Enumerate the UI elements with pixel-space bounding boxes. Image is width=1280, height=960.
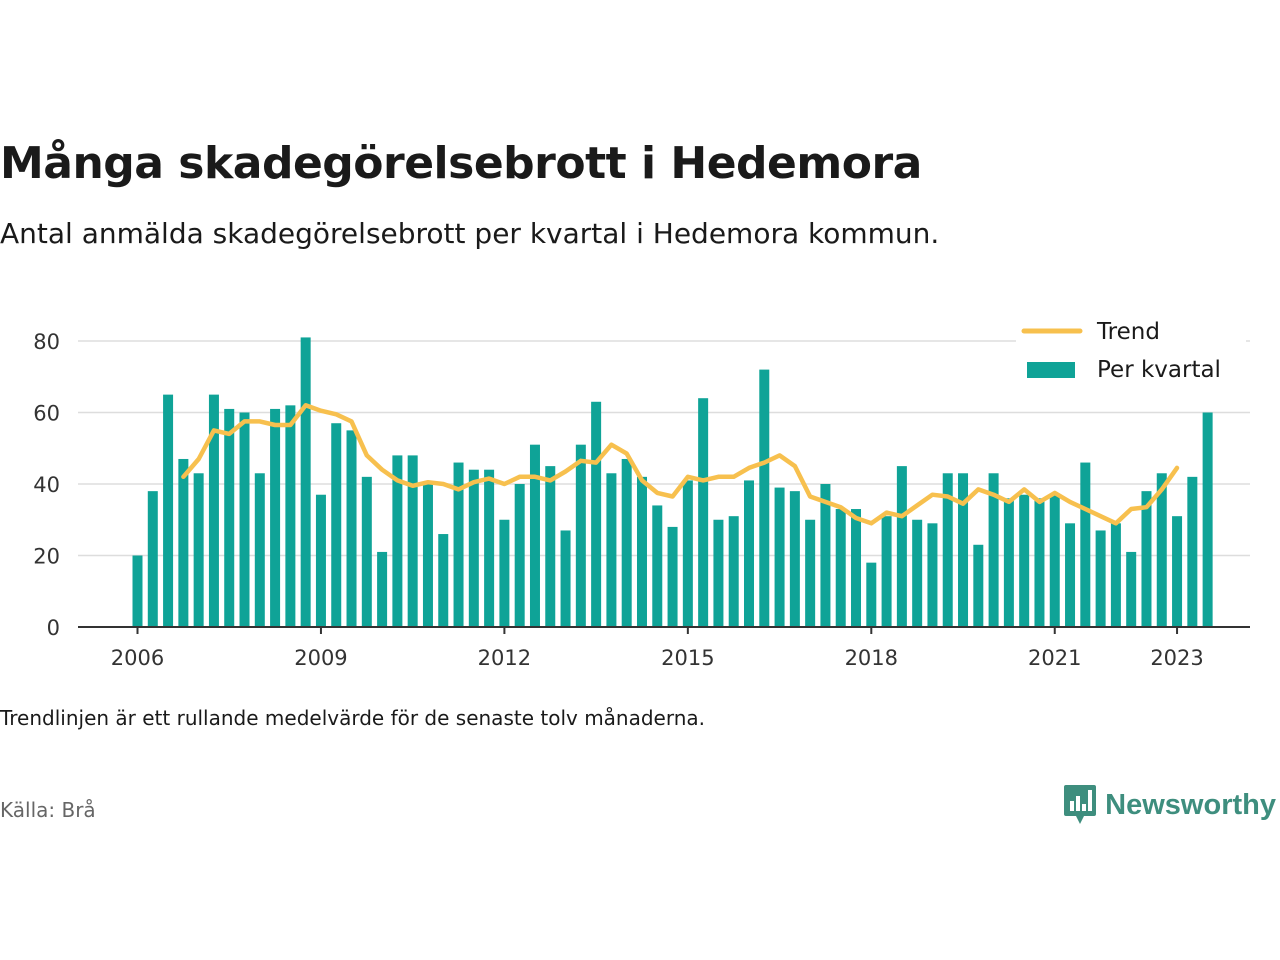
bar <box>744 480 754 627</box>
bar <box>942 473 953 627</box>
bar <box>591 401 602 627</box>
bar <box>331 423 342 627</box>
bar-series <box>132 337 1213 627</box>
bar <box>132 555 143 627</box>
chart-area: 0 20 40 60 80 2006 2009 2012 2015 2018 2021 2023 T… <box>33 316 1250 670</box>
x-tick-label: 2018 <box>845 646 898 670</box>
x-tick-label: 2023 <box>1150 646 1203 670</box>
chart-subtitle: Antal anmälda skadegörelsebrott per kvar… <box>0 217 940 250</box>
bar <box>667 526 678 627</box>
x-tick-label: 2006 <box>111 646 164 670</box>
bar <box>713 519 724 627</box>
bar <box>988 473 999 627</box>
bar <box>560 530 571 627</box>
trend-line <box>181 403 1180 526</box>
bar <box>1003 498 1014 627</box>
bar <box>1049 494 1060 627</box>
bar <box>422 484 433 627</box>
x-tick-label: 2021 <box>1028 646 1081 670</box>
bar <box>912 519 923 627</box>
bar <box>820 484 831 627</box>
bar <box>193 473 204 627</box>
bar <box>285 405 296 627</box>
legend: Trend Per kvartal <box>1016 316 1246 398</box>
y-tick-label: 80 <box>33 330 60 354</box>
bar <box>774 487 785 627</box>
bar <box>346 430 357 627</box>
legend-bar-swatch <box>1027 362 1075 378</box>
bar <box>377 551 388 627</box>
bar <box>545 466 556 627</box>
bar <box>866 562 877 627</box>
bar <box>392 455 403 627</box>
bar <box>728 516 739 627</box>
bar <box>698 398 709 627</box>
bar <box>973 544 984 627</box>
x-tick-label: 2015 <box>661 646 714 670</box>
bar <box>1156 473 1167 627</box>
bar <box>636 476 647 627</box>
bar <box>163 394 174 627</box>
bar <box>453 462 464 627</box>
bar <box>1095 530 1106 627</box>
legend-trend-label: Trend <box>1096 319 1160 345</box>
bar <box>1110 523 1121 627</box>
bar <box>881 516 892 627</box>
bar <box>499 519 510 627</box>
bar <box>851 509 862 627</box>
bar <box>239 412 250 627</box>
chart-title: Många skadegörelsebrott i Hedemora <box>0 138 922 189</box>
bar <box>621 458 632 627</box>
y-axis-ticks: 0 20 40 60 80 <box>33 330 60 640</box>
x-axis-ticks: 2006 2009 2012 2015 2018 2021 2023 <box>111 627 1204 670</box>
bar <box>606 473 617 627</box>
bar <box>575 444 586 627</box>
chart-note: Trendlinjen är ett rullande medelvärde f… <box>0 706 706 730</box>
bar <box>514 484 525 627</box>
bar <box>178 458 189 627</box>
bar <box>484 469 495 627</box>
bar <box>1202 412 1213 627</box>
bar <box>682 480 693 627</box>
x-tick-label: 2009 <box>294 646 347 670</box>
bar <box>529 444 540 627</box>
bar <box>147 491 158 627</box>
bar <box>1065 523 1076 627</box>
bar <box>835 509 846 627</box>
newsworthy-logo[interactable]: Newsworthy <box>1063 784 1276 826</box>
y-tick-label: 40 <box>33 473 60 497</box>
bar <box>270 408 281 627</box>
bar <box>1080 462 1091 627</box>
bar <box>927 523 938 627</box>
y-tick-label: 20 <box>33 545 60 569</box>
bar <box>1034 498 1045 627</box>
bar <box>468 469 479 627</box>
bar <box>407 455 418 627</box>
bar <box>958 473 969 627</box>
y-tick-label: 60 <box>33 402 60 426</box>
bar <box>896 466 907 627</box>
source-label: Källa: Brå <box>0 798 96 822</box>
bar <box>1187 476 1198 627</box>
bar <box>805 519 816 627</box>
bar <box>789 491 800 627</box>
bar <box>361 476 372 627</box>
bar <box>315 494 326 627</box>
bar <box>438 534 449 627</box>
legend-bar-label: Per kvartal <box>1097 357 1221 383</box>
bar <box>254 473 265 627</box>
bar <box>759 369 770 627</box>
bar <box>208 394 219 627</box>
newsworthy-wordmark: Newsworthy <box>1105 788 1276 821</box>
bar <box>652 505 663 627</box>
bar <box>1172 516 1183 627</box>
bar <box>1141 491 1152 627</box>
bar <box>300 337 311 627</box>
bar <box>1126 551 1137 627</box>
bar <box>1019 494 1030 627</box>
bar <box>224 408 235 627</box>
x-tick-label: 2012 <box>478 646 531 670</box>
newsworthy-icon <box>1064 785 1097 824</box>
y-tick-label: 0 <box>47 616 60 640</box>
